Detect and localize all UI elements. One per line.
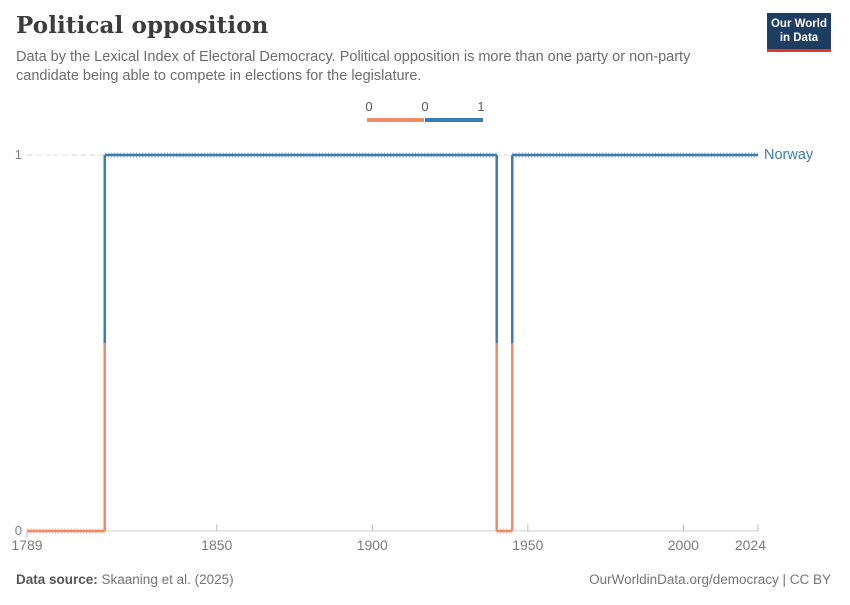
chart-header: Political opposition Data by the Lexical… bbox=[16, 12, 750, 85]
x-tick-label: 1850 bbox=[201, 537, 233, 553]
legend-swatch-orange bbox=[367, 118, 424, 122]
x-tick-label: 1789 bbox=[11, 537, 43, 553]
x-tick-label: 2024 bbox=[734, 537, 766, 553]
y-tick-label: 1 bbox=[14, 147, 22, 162]
owid-logo-line1: Our World bbox=[770, 18, 827, 30]
legend-label-2: 1 bbox=[477, 99, 485, 114]
data-source-value: Skaaning et al. (2025) bbox=[97, 572, 234, 587]
chart-subtitle: Data by the Lexical Index of Electoral D… bbox=[16, 49, 691, 84]
legend-swatch-blue bbox=[425, 118, 483, 122]
footer-link[interactable]: OurWorldinData.org/democracy | CC BY bbox=[589, 572, 831, 587]
legend-label-0: 0 bbox=[365, 99, 373, 114]
y-tick-label: 0 bbox=[14, 523, 22, 538]
page-title: Political opposition bbox=[16, 12, 269, 39]
value-colorbar-legend: 0 0 1 bbox=[365, 99, 485, 125]
entity-label-norway[interactable]: Norway bbox=[764, 147, 814, 163]
data-source-label: Data source: bbox=[16, 572, 98, 587]
owid-logo-line2: in Data bbox=[779, 32, 819, 45]
x-tick-label: 1950 bbox=[512, 537, 544, 553]
chart-footer: Data source: Skaaning et al. (2025) OurW… bbox=[16, 572, 831, 587]
legend-label-1: 0 bbox=[421, 99, 429, 114]
owid-logo[interactable]: Our World in Data bbox=[767, 13, 831, 52]
x-tick-label: 2000 bbox=[667, 537, 699, 553]
x-tick-label: 1900 bbox=[356, 537, 388, 553]
